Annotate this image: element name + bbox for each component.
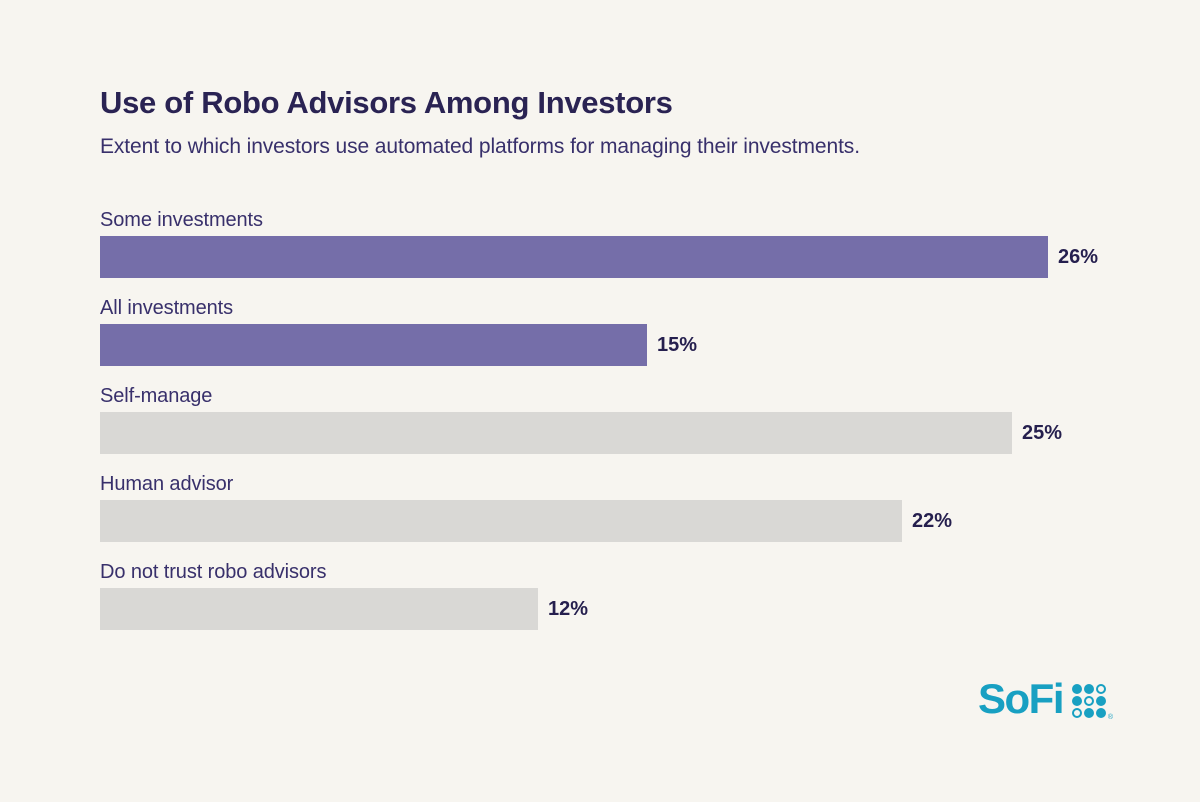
bar-row: Human advisor 22% bbox=[100, 473, 1110, 542]
bar-value-label: 26% bbox=[1058, 245, 1099, 268]
bar-category-label: Some investments bbox=[100, 209, 263, 231]
bar bbox=[100, 588, 538, 630]
chart-subtitle: Extent to which investors use automated … bbox=[100, 135, 860, 158]
bar-value-label: 22% bbox=[912, 509, 953, 532]
sofi-wordmark: SoFi bbox=[978, 675, 1065, 722]
ring-dot-icon bbox=[1096, 684, 1106, 694]
bar-category-label: Self-manage bbox=[100, 385, 213, 407]
bar-category-label: Human advisor bbox=[100, 473, 234, 495]
bar-row: Self-manage 25% bbox=[100, 385, 1110, 454]
bar bbox=[100, 500, 902, 542]
sofi-dot-grid-wrap: ® bbox=[1072, 684, 1113, 721]
bar-value-label: 12% bbox=[548, 597, 589, 620]
chart-title: Use of Robo Advisors Among Investors bbox=[100, 85, 673, 120]
chart-content: Use of Robo Advisors Among Investors Ext… bbox=[100, 0, 1110, 649]
bar bbox=[100, 236, 1048, 278]
filled-dot-icon bbox=[1096, 708, 1106, 718]
ring-dot-icon bbox=[1072, 708, 1082, 718]
sofi-dot-grid-icon bbox=[1072, 684, 1106, 718]
sofi-logo: SoFi ® bbox=[978, 675, 1113, 722]
bar bbox=[100, 412, 1012, 454]
bar-value-label: 15% bbox=[657, 333, 698, 356]
filled-dot-icon bbox=[1084, 684, 1094, 694]
bar-row: Some investments 26% bbox=[100, 209, 1110, 278]
ring-dot-icon bbox=[1084, 696, 1094, 706]
bar-category-label: All investments bbox=[100, 297, 233, 319]
bar bbox=[100, 324, 647, 366]
bar-row: Do not trust robo advisors 12% bbox=[100, 561, 1110, 630]
filled-dot-icon bbox=[1084, 708, 1094, 718]
bar-chart: Some investments 26% All investments 15% Sel… bbox=[100, 209, 1110, 630]
filled-dot-icon bbox=[1096, 696, 1106, 706]
bar-row: All investments 15% bbox=[100, 297, 1110, 366]
filled-dot-icon bbox=[1072, 684, 1082, 694]
bar-category-label: Do not trust robo advisors bbox=[100, 561, 327, 583]
registered-trademark-symbol: ® bbox=[1107, 714, 1113, 721]
bar-value-label: 25% bbox=[1022, 421, 1063, 444]
filled-dot-icon bbox=[1072, 696, 1082, 706]
